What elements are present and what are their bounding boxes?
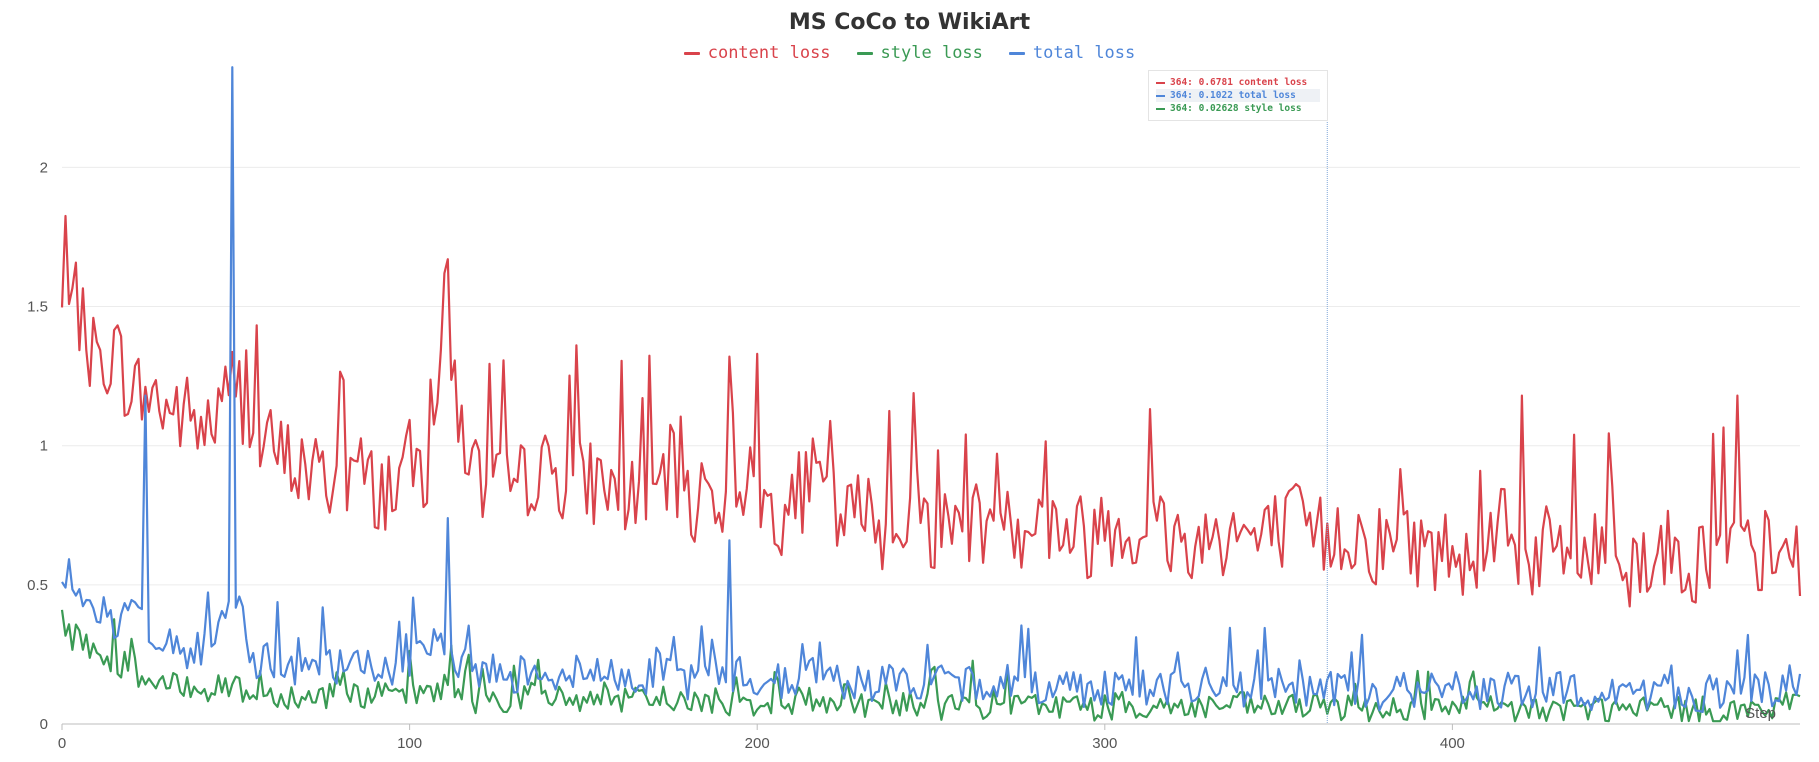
series-line-total-loss (61, 66, 1802, 714)
tooltip-swatch (1156, 81, 1165, 84)
hover-tooltip: 364: 0.6781 content loss 364: 0.1022 tot… (1148, 70, 1328, 121)
tooltip-text: 364: 0.02628 style loss (1170, 103, 1302, 114)
legend-swatch-total-loss (1008, 51, 1025, 55)
chart-title: MS CoCo to WikiArt (788, 10, 1031, 35)
x-tick-label: 0 (58, 735, 66, 752)
axes: 0 0.5 1 1.5 2 0 100 200 300 400 Step (27, 159, 1800, 752)
x-tick-label: 200 (745, 735, 770, 752)
tooltip-text: 364: 0.1022 total loss (1170, 90, 1296, 101)
tooltip-swatch (1156, 94, 1165, 97)
y-tick-label: 1 (40, 438, 48, 455)
tooltip-row-content-loss: 364: 0.6781 content loss (1156, 76, 1320, 89)
legend-item-total-loss[interactable]: total loss (1008, 43, 1136, 63)
chart-legend: content loss style loss total loss (0, 43, 1819, 63)
tooltip-swatch (1156, 107, 1165, 110)
y-tick-label: 0.5 (27, 577, 48, 594)
x-tick-label: 300 (1092, 735, 1117, 752)
y-tick-label: 2 (40, 159, 48, 176)
x-tick-label: 400 (1440, 735, 1465, 752)
legend-swatch-style-loss (856, 51, 873, 55)
series-line-style-loss (60, 609, 1801, 723)
legend-label-content-loss: content loss (707, 43, 831, 63)
series-line-content-loss (60, 214, 1802, 608)
legend-label-total-loss: total loss (1032, 43, 1136, 63)
series-lines (60, 66, 1802, 723)
legend-item-style-loss[interactable]: style loss (856, 43, 983, 63)
y-tick-label: 0 (40, 716, 48, 733)
x-tick-label: 100 (397, 735, 422, 752)
tooltip-row-total-loss: 364: 0.1022 total loss (1156, 89, 1320, 102)
tooltip-text: 364: 0.6781 content loss (1170, 77, 1308, 88)
legend-swatch-content-loss (683, 51, 700, 55)
legend-item-content-loss[interactable]: content loss (683, 43, 831, 63)
legend-label-style-loss: style loss (880, 43, 983, 63)
y-tick-label: 1.5 (27, 299, 48, 316)
tooltip-row-style-loss: 364: 0.02628 style loss (1156, 102, 1320, 115)
gridlines (62, 166, 1800, 586)
x-axis-label: Step (1745, 705, 1776, 722)
